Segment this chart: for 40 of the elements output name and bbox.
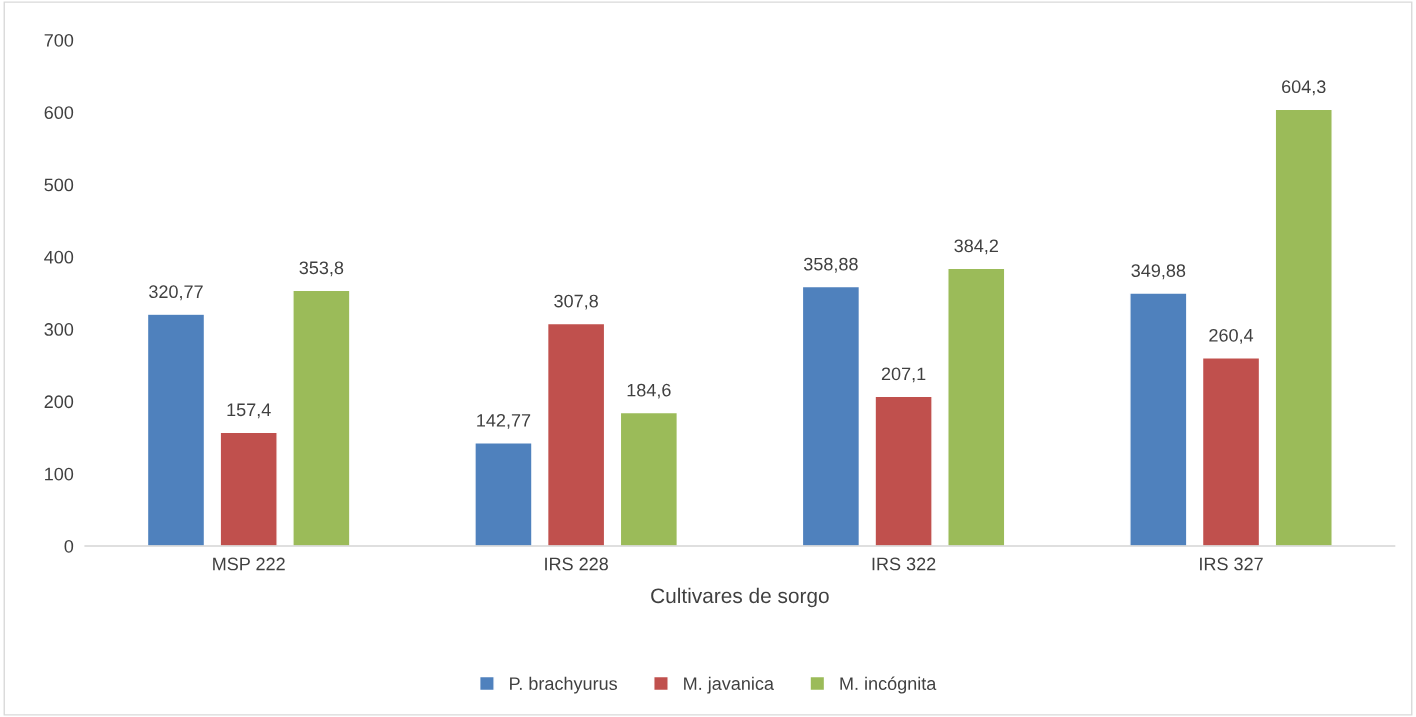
bar — [619, 411, 679, 546]
data-label: 353,8 — [299, 261, 344, 277]
legend-label: M. incógnita — [840, 676, 937, 694]
bar — [1201, 357, 1261, 546]
data-label: 320,77 — [149, 285, 203, 301]
data-label: 307,8 — [554, 294, 598, 310]
y-tick-label: 600 — [44, 106, 74, 120]
y-tick-label: 500 — [44, 178, 74, 192]
bar — [947, 267, 1006, 546]
bar — [219, 431, 278, 546]
bar — [474, 442, 533, 546]
bar — [1274, 108, 1333, 546]
x-tick-label: IRS 228 — [545, 557, 608, 571]
data-label: 142,77 — [477, 413, 531, 429]
data-label: 260,4 — [1209, 328, 1254, 344]
x-tick-label: IRS 322 — [872, 557, 936, 571]
y-tick-label: 400 — [44, 250, 74, 264]
x-tick-label: IRS 327 — [1200, 557, 1263, 571]
data-label: 384,2 — [954, 239, 998, 255]
bar — [1129, 292, 1188, 546]
data-label: 207,1 — [881, 367, 926, 383]
bar — [292, 289, 351, 546]
y-tick-label: 300 — [44, 323, 74, 336]
data-label: 358,88 — [803, 257, 858, 273]
y-tick-label: 200 — [44, 395, 74, 409]
bar — [801, 285, 861, 546]
bar — [874, 395, 933, 546]
y-tick-label: 700 — [44, 33, 74, 47]
y-tick-label: 100 — [45, 467, 74, 481]
y-tick-label: 0 — [64, 539, 74, 553]
data-label: 157,4 — [227, 403, 271, 419]
data-label: 604,3 — [1282, 80, 1326, 96]
legend-label: P. brachyurus — [510, 676, 617, 694]
data-label: 184,6 — [627, 383, 671, 399]
data-label: 349,88 — [1131, 264, 1186, 280]
bar — [146, 313, 206, 546]
x-axis-title: Cultivares de sorgo — [651, 587, 829, 608]
x-tick-label: MSP 222 — [213, 557, 285, 571]
bar — [546, 322, 606, 546]
legend-label: M. javanica — [684, 676, 774, 694]
